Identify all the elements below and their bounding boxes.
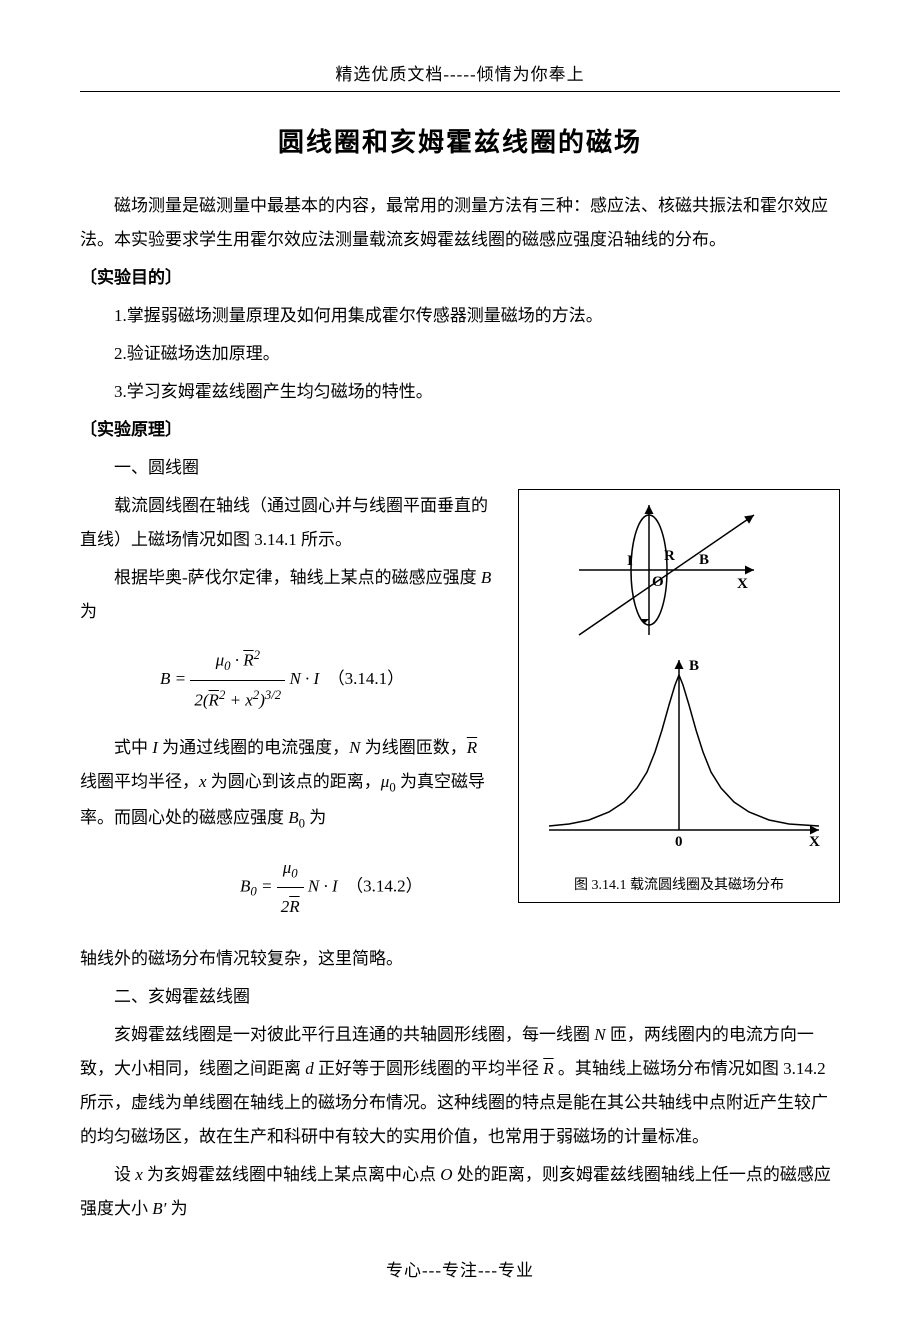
sub1-p1a: 载流圆线圈在轴线（通过圆心并与线圈 bbox=[114, 496, 403, 515]
figure-3-14-1: R I O B X B 0 X 图 3.14.1 载流圆线圈及其磁场分布 bbox=[518, 489, 840, 903]
page-header: 精选优质文档-----倾情为你奉上 bbox=[80, 60, 840, 92]
subsection-1-head: 一、圆线圈 bbox=[80, 451, 840, 485]
svg-text:0: 0 bbox=[675, 834, 683, 850]
svg-text:X: X bbox=[809, 834, 820, 850]
purpose-item-1: 1.掌握弱磁场测量原理及如何用集成霍尔传感器测量磁场的方法。 bbox=[80, 299, 840, 333]
page-footer: 专心---专注---专业 bbox=[80, 1256, 840, 1281]
flow-with-figure: R I O B X B 0 X 图 3.14.1 载流圆线圈及其磁场分布 载流圆线圈在轴线（通… bbox=[80, 489, 840, 938]
figure-svg: R I O B X B 0 X bbox=[519, 490, 839, 870]
document-title: 圆线圈和亥姆霍兹线圈的磁场 bbox=[80, 122, 840, 159]
sub2-text-1: 亥姆霍兹线圈是一对彼此平行且连通的共轴圆形线圈，每一线圈 N 匝，两线圈内的电流… bbox=[80, 1018, 840, 1154]
svg-text:O: O bbox=[652, 574, 664, 590]
svg-text:B: B bbox=[699, 552, 709, 568]
page-container: 精选优质文档-----倾情为你奉上 圆线圈和亥姆霍兹线圈的磁场 磁场测量是磁测量… bbox=[0, 0, 920, 1321]
eq2-num: （3.14.2） bbox=[346, 876, 423, 895]
sub1-p3a: 式中 I 为通过线圈的电流强度，N 为线 bbox=[114, 738, 399, 757]
principle-heading: 〔实验原理〕 bbox=[80, 413, 840, 447]
svg-text:B: B bbox=[689, 658, 699, 674]
subsection-2-head: 二、亥姆霍兹线圈 bbox=[80, 980, 840, 1014]
eq1-num: （3.14.1） bbox=[328, 669, 405, 688]
svg-text:X: X bbox=[737, 576, 748, 592]
svg-text:R: R bbox=[664, 548, 675, 564]
purpose-item-3: 3.学习亥姆霍兹线圈产生均匀磁场的特性。 bbox=[80, 375, 840, 409]
svg-text:I: I bbox=[627, 553, 633, 569]
purpose-heading: 〔实验目的〕 bbox=[80, 261, 840, 295]
sub1-p2a: 根据毕奥-萨伐尔定律，轴线上某点的磁 bbox=[114, 568, 409, 587]
sub1-text-4: 轴线外的磁场分布情况较复杂，这里简略。 bbox=[80, 942, 840, 976]
sub2-text-2: 设 x 为亥姆霍兹线圈中轴线上某点离中心点 O 处的距离，则亥姆霍兹线圈轴线上任… bbox=[80, 1158, 840, 1226]
purpose-item-2: 2.验证磁场迭加原理。 bbox=[80, 337, 840, 371]
intro-paragraph: 磁场测量是磁测量中最基本的内容，最常用的测量方法有三种：感应法、核磁共振法和霍尔… bbox=[80, 189, 840, 257]
figure-caption: 图 3.14.1 载流圆线圈及其磁场分布 bbox=[519, 870, 839, 902]
